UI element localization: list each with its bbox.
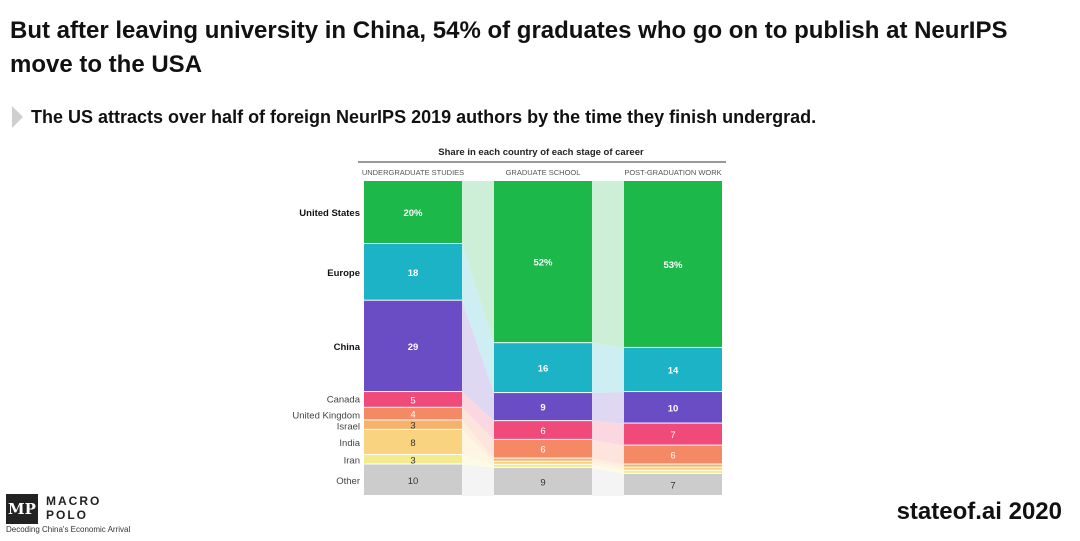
triangle-bullet-icon [12,106,23,128]
flow-iran-1 [592,464,624,474]
data-label-canada-2: 7 [670,430,675,441]
macro-polo-logo: MP MACRO POLO Decoding China's Economic … [6,492,166,536]
column-headers: UNDERGRADUATE STUDIES GRADUATE SCHOOL POST… [362,168,722,177]
flow-united-kingdom-0 [462,407,494,459]
bar-canada-2 [624,423,722,445]
logo-mark-icon: MP [6,494,38,524]
series-label-europe: Europe [327,268,360,279]
flow-china-1 [592,392,624,424]
series-label-canada: Canada [327,394,361,405]
data-label-other-1: 9 [540,477,545,488]
flow-india-0 [462,429,494,465]
bar-united-states-1 [494,181,592,343]
bar-canada-0 [364,392,462,407]
data-label-iran-0: 3 [410,455,415,466]
flow-canada-1 [592,421,624,446]
bar-united-states-2 [624,181,722,347]
bar-iran-1 [494,464,592,467]
data-label-other-0: 10 [408,476,419,487]
series-label-india: India [339,438,360,449]
series-label-united-kingdom: United Kingdom [292,411,360,422]
flow-united-states-1 [592,181,624,348]
bar-israel-1 [494,458,592,461]
subtitle-text: The US attracts over half of foreign Neu… [31,106,817,127]
bar-china-0 [364,300,462,392]
bar-iran-2 [624,470,722,473]
flow-china-0 [462,300,494,422]
column-header-post-graduation-work: POST-GRADUATION WORK [624,168,721,177]
data-label-canada-0: 5 [410,395,415,406]
column-header-graduate-school: GRADUATE SCHOOL [506,168,581,177]
flow-bands [462,181,624,496]
chart-title: Share in each country of each stage of c… [438,147,644,158]
series-labels: United States Europe China Canada United Kin… [292,208,360,487]
bar-china-2 [624,392,722,423]
bar-india-1 [494,461,592,464]
data-label-united-states-1: 52% [533,258,553,269]
bar-other-2 [624,473,722,495]
bar-other-0 [364,464,462,495]
flow-europe-0 [462,244,494,394]
bar-india-2 [624,467,722,470]
bar-europe-2 [624,347,722,392]
column-header-undergraduate-studies: UNDERGRADUATE STUDIES [362,168,464,177]
subtitle-row: The US attracts over half of foreign Neu… [12,104,816,130]
data-label-united-kingdom-0: 4 [410,410,415,421]
bar-china-1 [494,393,592,421]
data-label-israel-0: 3 [410,421,415,432]
bar-united-kingdom-1 [494,439,592,458]
flow-europe-1 [592,343,624,394]
slide-title: But after leaving university in China, 5… [10,17,1008,78]
data-label-europe-1: 16 [538,364,549,375]
series-label-china: China [334,342,361,353]
data-label-europe-0: 18 [408,268,419,279]
series-label-united-states: United States [299,208,360,219]
data-label-china-0: 29 [408,342,419,353]
bar-united-states-0 [364,181,462,243]
bar-israel-2 [624,464,722,467]
flow-iran-0 [462,455,494,468]
bar-israel-0 [364,420,462,429]
series-label-israel: Israel [337,422,360,433]
data-label-china-1: 9 [540,403,545,414]
data-label-united-states-2: 53% [663,260,683,271]
flow-other-0 [462,464,494,496]
data-label-united-kingdom-2: 6 [670,451,675,462]
bar-other-1 [494,467,592,495]
bar-europe-1 [494,343,592,393]
series-label-other: Other [336,476,360,487]
flow-other-1 [592,467,624,496]
flow-israel-0 [462,420,494,462]
data-label-united-kingdom-1: 6 [540,445,545,456]
data-label-china-2: 10 [668,403,679,414]
bar-india-0 [364,429,462,455]
bar-europe-0 [364,244,462,300]
flow-united-kingdom-1 [592,439,624,465]
data-label-india-0: 8 [410,438,415,449]
logo-name: MACRO POLO [46,494,102,522]
data-label-united-states-0: 20% [403,208,423,219]
flow-canada-0 [462,392,494,440]
bar-iran-0 [364,455,462,464]
brand-footer: stateof.ai 2020 [896,498,1062,525]
series-label-iran: Iran [344,455,360,466]
flow-india-1 [592,461,624,471]
data-label-europe-2: 14 [668,366,679,377]
bar-united-kingdom-2 [624,445,722,464]
data-label-canada-1: 6 [540,426,545,437]
bar-united-kingdom-0 [364,407,462,420]
logo-tagline: Decoding China's Economic Arrival [6,525,131,534]
bar-canada-1 [494,421,592,439]
bars: 20% 52% 53% 18 16 14 29 9 10 5 6 7 4 6 6 3 8 3 10 9 7 [364,181,722,495]
flow-israel-1 [592,458,624,468]
flow-united-states-0 [462,181,494,344]
data-label-other-2: 7 [670,480,675,491]
